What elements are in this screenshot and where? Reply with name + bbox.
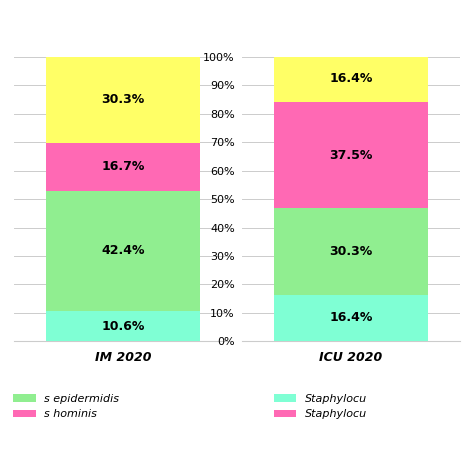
Bar (46, 311, 200, 341)
Text: 37.5%: 37.5% (329, 149, 373, 162)
Bar (46, 57, 200, 143)
Bar (274, 102, 428, 209)
Legend: s epidermidis, s hominis: s epidermidis, s hominis (9, 390, 124, 424)
Bar (46, 143, 200, 191)
Text: 42.4%: 42.4% (101, 244, 145, 257)
Text: 30.3%: 30.3% (101, 93, 145, 107)
Bar (274, 209, 428, 295)
Text: 16.4%: 16.4% (329, 311, 373, 325)
Bar (274, 55, 428, 102)
Text: 16.7%: 16.7% (101, 160, 145, 173)
Bar (274, 295, 428, 341)
Text: 30.3%: 30.3% (329, 245, 373, 258)
Legend: Staphylocu, Staphylocu: Staphylocu, Staphylocu (270, 390, 372, 424)
Text: 16.4%: 16.4% (329, 72, 373, 85)
Text: 10.6%: 10.6% (101, 319, 145, 333)
Bar (46, 191, 200, 311)
